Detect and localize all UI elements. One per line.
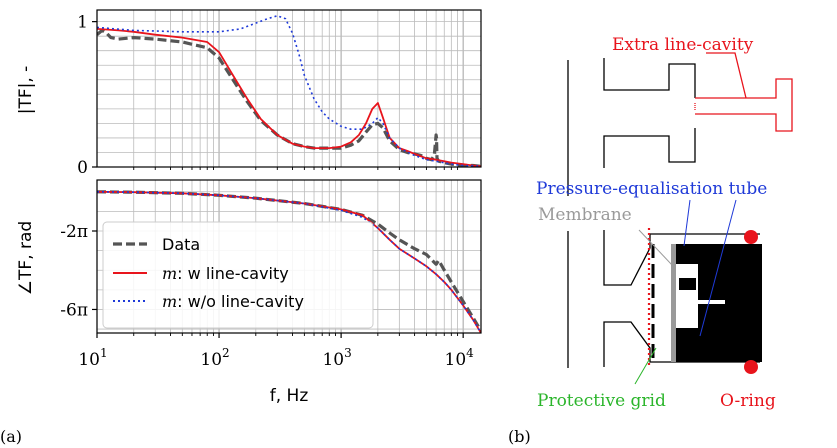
pressure-tube-leader-1 xyxy=(683,199,691,247)
legend-label-wo-line-cavity: m: w/o line-cavity xyxy=(162,292,304,311)
membrane-leader xyxy=(638,229,673,266)
magnitude-ytick-label: 1 xyxy=(77,13,88,33)
caption-a: (a) xyxy=(0,427,22,446)
magnitude-y-ticks: 01 xyxy=(77,13,97,178)
label-membrane: Membrane xyxy=(538,205,632,225)
magnitude-frame xyxy=(96,9,482,168)
phase-ytick-label: -2π xyxy=(60,222,88,242)
upper-cavity-bottom xyxy=(603,128,696,168)
phase-series-m-w-line-cavity xyxy=(97,190,481,333)
microphone-diagram: Extra line-cavity Pressure-equalisation … xyxy=(536,35,793,411)
phase-x-label: f, Hz xyxy=(270,386,309,406)
phase-x-ticks: 101 102 103 104 xyxy=(78,333,474,370)
phase-panel: -2π -6π 101 102 103 104 ∠TF, rad f, Hz Data … xyxy=(16,179,482,406)
phase-y-label: ∠TF, rad xyxy=(16,221,36,295)
label-protective-grid: Protective grid xyxy=(537,391,666,411)
magnitude-series xyxy=(97,15,481,167)
microphone-body xyxy=(676,244,762,362)
lower-inlet-top xyxy=(603,230,760,286)
magnitude-series-m-w-line-cavity xyxy=(97,28,481,167)
o-ring-top xyxy=(744,230,758,244)
microphone-inner-block xyxy=(679,278,696,290)
legend-box xyxy=(102,221,374,329)
phase-series xyxy=(97,190,481,333)
membrane-shape xyxy=(671,244,676,362)
magnitude-series-m-w-o-line-cavity xyxy=(97,15,481,167)
protective-grid-leader xyxy=(634,347,657,385)
phase-frame xyxy=(96,179,482,334)
extra-line-cavity-shape xyxy=(695,78,793,132)
label-o-ring: O-ring xyxy=(720,391,776,411)
upper-cavity-sketch xyxy=(567,58,696,196)
extra-line-cavity xyxy=(694,52,793,132)
legend-label-w-line-cavity: m: w line-cavity xyxy=(162,264,289,283)
o-ring-bottom xyxy=(744,360,758,374)
magnitude-panel: 01 |TF|, - xyxy=(16,9,482,178)
phase-xtick-label: 104 xyxy=(445,346,475,370)
lower-inlet-bottom xyxy=(603,321,760,367)
phase-y-ticks: -2π -6π xyxy=(60,222,97,320)
upper-cavity-top xyxy=(603,58,696,98)
phase-xtick-label: 102 xyxy=(200,346,229,370)
magnitude-y-label: |TF|, - xyxy=(16,66,36,115)
legend-label-data: Data xyxy=(162,235,200,254)
label-pressure-equalisation-tube: Pressure-equalisation tube xyxy=(536,179,767,199)
extra-line-cavity-leader xyxy=(706,52,747,99)
phase-ytick-label: -6π xyxy=(60,300,88,320)
label-extra-line-cavity: Extra line-cavity xyxy=(612,35,754,55)
phase-series-data xyxy=(97,190,481,332)
phase-xtick-label: 103 xyxy=(322,346,351,370)
magnitude-ytick-label: 0 xyxy=(77,158,88,178)
phase-xtick-label: 101 xyxy=(78,346,107,370)
lower-microphone-sketch xyxy=(567,199,762,385)
caption-b: (b) xyxy=(508,427,531,446)
legend: Data m: w line-cavity m: w/o line-cavity xyxy=(102,221,374,329)
pressure-tube-leader-2 xyxy=(699,199,737,337)
magnitude-series-data xyxy=(97,28,481,167)
